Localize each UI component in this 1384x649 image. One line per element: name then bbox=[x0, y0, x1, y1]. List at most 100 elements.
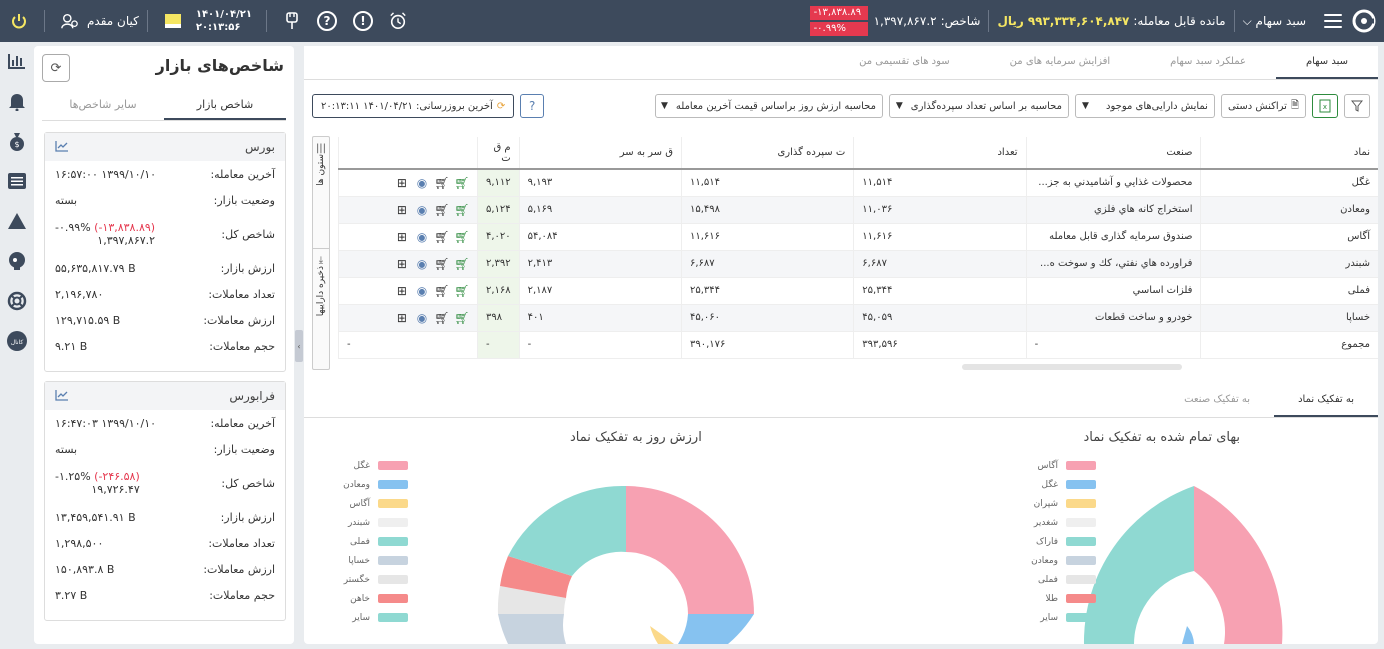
hamburger-menu-icon[interactable] bbox=[1324, 14, 1342, 28]
sell-cart-icon[interactable]: 🛒︎ bbox=[434, 175, 450, 190]
hand-pointer-icon[interactable] bbox=[283, 12, 301, 30]
excel-export-button[interactable]: x bbox=[1312, 94, 1338, 118]
add-document-icon[interactable]: ⊞ bbox=[396, 310, 407, 325]
legend-item[interactable]: فاراک bbox=[1031, 532, 1096, 551]
buy-cart-icon[interactable]: 🛒︎ bbox=[454, 175, 470, 190]
sell-cart-icon[interactable]: 🛒︎ bbox=[434, 283, 450, 298]
legend-item[interactable]: آگاس bbox=[1031, 456, 1096, 475]
donut-slice-ghegol[interactable] bbox=[1182, 626, 1194, 644]
legend-item[interactable]: ومعادن bbox=[328, 475, 408, 494]
column-header-last-price[interactable]: م ق ت bbox=[476, 137, 520, 170]
legend-item[interactable]: فملی bbox=[1031, 570, 1096, 589]
table-row[interactable]: غگل محصولات غذایي و آشاميدني به جز... ۱۱,۵… bbox=[338, 169, 1378, 197]
legend-item[interactable]: خاهن bbox=[328, 589, 408, 608]
buy-cart-icon[interactable]: 🛒︎ bbox=[454, 202, 470, 217]
legend-item[interactable]: خگستر bbox=[328, 570, 408, 589]
add-document-icon[interactable]: ⊞ bbox=[396, 202, 407, 217]
add-document-icon[interactable]: ⊞ bbox=[396, 175, 407, 190]
line-chart-icon[interactable] bbox=[55, 389, 69, 404]
bell-icon[interactable] bbox=[0, 84, 34, 118]
table-row[interactable]: آگاس صندوق سرمایه گذاری قابل معامله ۱۱,۶۱۶… bbox=[338, 223, 1378, 251]
legend-item[interactable]: طلا bbox=[1031, 589, 1096, 608]
legend-item[interactable]: شپران bbox=[1031, 494, 1096, 513]
legend-item[interactable]: آگاس bbox=[328, 494, 408, 513]
refresh-button[interactable]: ⟳ bbox=[42, 54, 70, 82]
help-button[interactable]: ? bbox=[520, 94, 545, 118]
show-assets-select[interactable]: نمایش دارایی‌های موجود ▼ bbox=[1074, 94, 1215, 118]
donut-slice-khahan[interactable] bbox=[500, 556, 572, 598]
eye-icon[interactable]: ◉ bbox=[416, 283, 428, 298]
user-settings-icon[interactable] bbox=[61, 12, 79, 30]
list-icon[interactable] bbox=[0, 164, 34, 198]
tab-other-indices[interactable]: سایر شاخص‌ها bbox=[69, 98, 137, 111]
donut-slice-vamaaden[interactable] bbox=[678, 614, 754, 644]
column-header-symbol[interactable]: نماد bbox=[1200, 137, 1378, 170]
buy-cart-icon[interactable]: 🛒︎ bbox=[454, 283, 470, 298]
collapse-panel-handle[interactable]: ‹ bbox=[295, 330, 303, 362]
lifebuoy-icon[interactable] bbox=[0, 284, 34, 318]
calculation-basis-select[interactable]: محاسبه بر اساس تعداد سپرده‌گذاری ▼ bbox=[888, 94, 1069, 118]
buy-cart-icon[interactable]: 🛒︎ bbox=[454, 310, 470, 325]
add-document-icon[interactable]: ⊞ bbox=[396, 229, 407, 244]
table-row[interactable]: فملی فلزات اساسي ۲۵,۳۴۴ ۲۵,۳۴۴ ۲,۱۸۷ ۲,۱۶۸ 🛒︎ 🛒… bbox=[338, 277, 1378, 305]
valuation-basis-select[interactable]: محاسبه ارزش روز براساس قیمت آخرین معامله… bbox=[654, 94, 883, 118]
eye-icon[interactable]: ◉ bbox=[416, 229, 428, 244]
tab-by-industry[interactable]: به تفکیک صنعت bbox=[1184, 394, 1251, 405]
legend-item[interactable]: سایر bbox=[328, 608, 408, 627]
donut-slice-ghegol[interactable] bbox=[626, 486, 754, 614]
column-header-quantity[interactable]: تعداد bbox=[853, 137, 1027, 170]
table-row[interactable]: ومعادن استخراج کانه هاي فلزي ۱۱,۰۳۶ ۱۵,۴۹۸ ۵… bbox=[338, 196, 1378, 224]
money-bag-icon[interactable]: $ bbox=[0, 124, 34, 158]
tab-market-index[interactable]: شاخص بازار bbox=[164, 91, 286, 120]
tab-portfolio[interactable]: سبد سهام bbox=[1275, 46, 1378, 79]
buy-cart-icon[interactable]: 🛒︎ bbox=[454, 229, 470, 244]
legend-item[interactable]: غگل bbox=[1031, 475, 1096, 494]
eye-icon[interactable]: ◉ bbox=[416, 175, 428, 190]
eye-icon[interactable]: ◉ bbox=[416, 256, 428, 271]
user-name[interactable]: کیان مقدم bbox=[87, 14, 139, 28]
add-document-icon[interactable]: ⊞ bbox=[396, 283, 407, 298]
sell-cart-icon[interactable]: 🛒︎ bbox=[434, 256, 450, 271]
eye-icon[interactable]: ◉ bbox=[416, 202, 428, 217]
basket-dropdown[interactable]: سبد سهام ⌵ bbox=[1242, 13, 1306, 28]
alert-icon[interactable]: ! bbox=[352, 11, 373, 31]
legend-item[interactable]: سایر bbox=[1031, 608, 1096, 627]
table-row[interactable]: شبندر فراورده هاي نفتي، كك و سوخت ه... ۶,۶… bbox=[338, 250, 1378, 278]
legend-item[interactable]: خساپا bbox=[328, 551, 408, 570]
last-update-button[interactable]: ⟳ آخرین بروزرسانی: ۱۴۰۱/۰۴/۲۱ ۲۰:۱۳:۱۱ bbox=[312, 94, 515, 118]
tab-capital-increases[interactable]: افزایش سرمایه های من bbox=[1009, 56, 1111, 67]
legend-item[interactable]: شبندر bbox=[328, 513, 408, 532]
eye-icon[interactable]: ◉ bbox=[416, 310, 428, 325]
legend-item[interactable]: غگل bbox=[328, 456, 408, 475]
donut-slice-sayer[interactable] bbox=[508, 485, 626, 576]
horizontal-scrollbar[interactable] bbox=[962, 364, 1182, 370]
donut-slice-agas[interactable] bbox=[650, 626, 674, 644]
column-header-industry[interactable]: صنعت bbox=[1025, 137, 1201, 170]
manual-transaction-button[interactable]: 🗎 تراکنش دستی bbox=[1220, 94, 1306, 118]
app-logo-icon[interactable] bbox=[1350, 7, 1378, 35]
sell-cart-icon[interactable]: 🛒︎ bbox=[434, 310, 450, 325]
donut-slice-sayer[interactable] bbox=[1083, 486, 1194, 644]
legend-item[interactable]: فملی bbox=[328, 532, 408, 551]
columns-tool[interactable]: ||| ستون ها bbox=[313, 137, 329, 249]
save-assets-tool[interactable]: ⤓ ذخیره داراییها bbox=[313, 249, 329, 359]
donut-slice-agas[interactable] bbox=[1194, 486, 1283, 644]
sell-cart-icon[interactable]: 🛒︎ bbox=[434, 202, 450, 217]
line-chart-icon[interactable] bbox=[55, 140, 69, 155]
add-document-icon[interactable]: ⊞ bbox=[396, 256, 407, 271]
power-icon[interactable] bbox=[10, 12, 28, 30]
legend-item[interactable]: ومعادن bbox=[1031, 551, 1096, 570]
channel-icon[interactable]: کانال bbox=[0, 324, 34, 358]
alarm-clock-icon[interactable] bbox=[389, 12, 407, 30]
brain-icon[interactable] bbox=[0, 244, 34, 278]
column-header-deposit[interactable]: ت سپرده گذاری bbox=[680, 137, 854, 170]
donut-slice-shebandar[interactable] bbox=[497, 586, 566, 614]
help-icon[interactable]: ? bbox=[316, 11, 337, 31]
triangle-chart-icon[interactable] bbox=[0, 204, 34, 238]
sell-cart-icon[interactable]: 🛒︎ bbox=[434, 229, 450, 244]
tab-portfolio-performance[interactable]: عملکرد سبد سهام bbox=[1170, 56, 1246, 67]
donut-slice-khesapa[interactable] bbox=[498, 614, 566, 644]
legend-item[interactable]: شغدیر bbox=[1031, 513, 1096, 532]
filter-button[interactable] bbox=[1344, 94, 1370, 118]
market-chart-icon[interactable] bbox=[0, 44, 34, 78]
